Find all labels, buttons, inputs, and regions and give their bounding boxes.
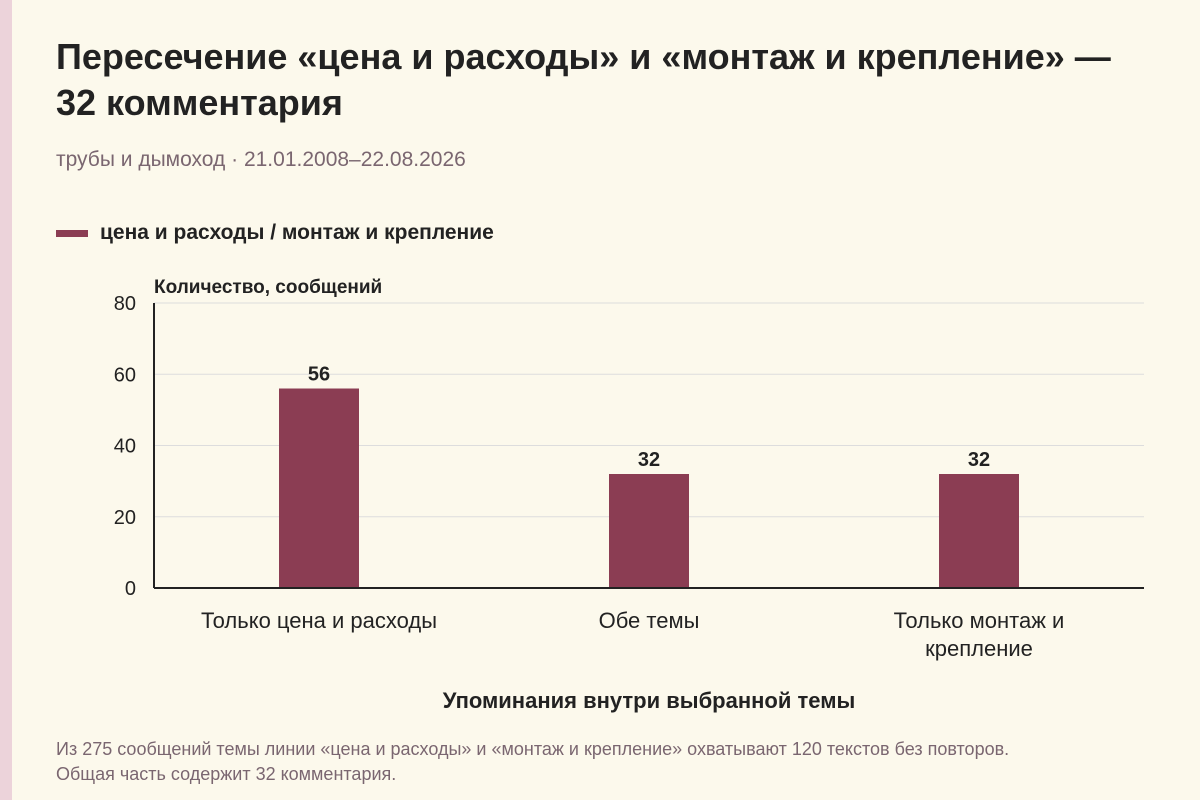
chart-title: Пересечение «цена и расходы» и «монтаж и… (56, 36, 1111, 123)
y-axis-title: Количество, сообщений (154, 277, 382, 298)
y-tick-label: 0 (125, 578, 136, 600)
y-tick-label: 40 (114, 436, 136, 458)
bar (609, 474, 689, 588)
bar-value-label: 32 (638, 449, 660, 471)
bar-value-label: 32 (968, 449, 990, 471)
legend-label: цена и расходы / монтаж и крепление (100, 221, 494, 244)
footnote: Из 275 сообщений темы линии «цена и расх… (56, 739, 1010, 784)
x-tick-label: крепление (925, 636, 1033, 661)
chart-subtitle: трубы и дымоход · 21.01.2008–22.08.2026 (56, 148, 466, 171)
y-tick-label: 80 (114, 293, 136, 315)
y-tick-label: 60 (114, 364, 136, 386)
x-tick-label: Только цена и расходы (201, 608, 437, 633)
left-accent-strip (0, 0, 12, 800)
bar (279, 388, 359, 588)
x-axis-title: Упоминания внутри выбранной темы (443, 688, 856, 713)
y-tick-label: 20 (114, 507, 136, 529)
x-tick-label: Только монтаж и (894, 608, 1065, 633)
bar-value-label: 56 (308, 364, 330, 386)
legend-swatch (56, 229, 88, 237)
bar (939, 474, 1019, 588)
x-tick-label: Обе темы (599, 608, 700, 633)
legend: цена и расходы / монтаж и крепление (56, 218, 494, 248)
